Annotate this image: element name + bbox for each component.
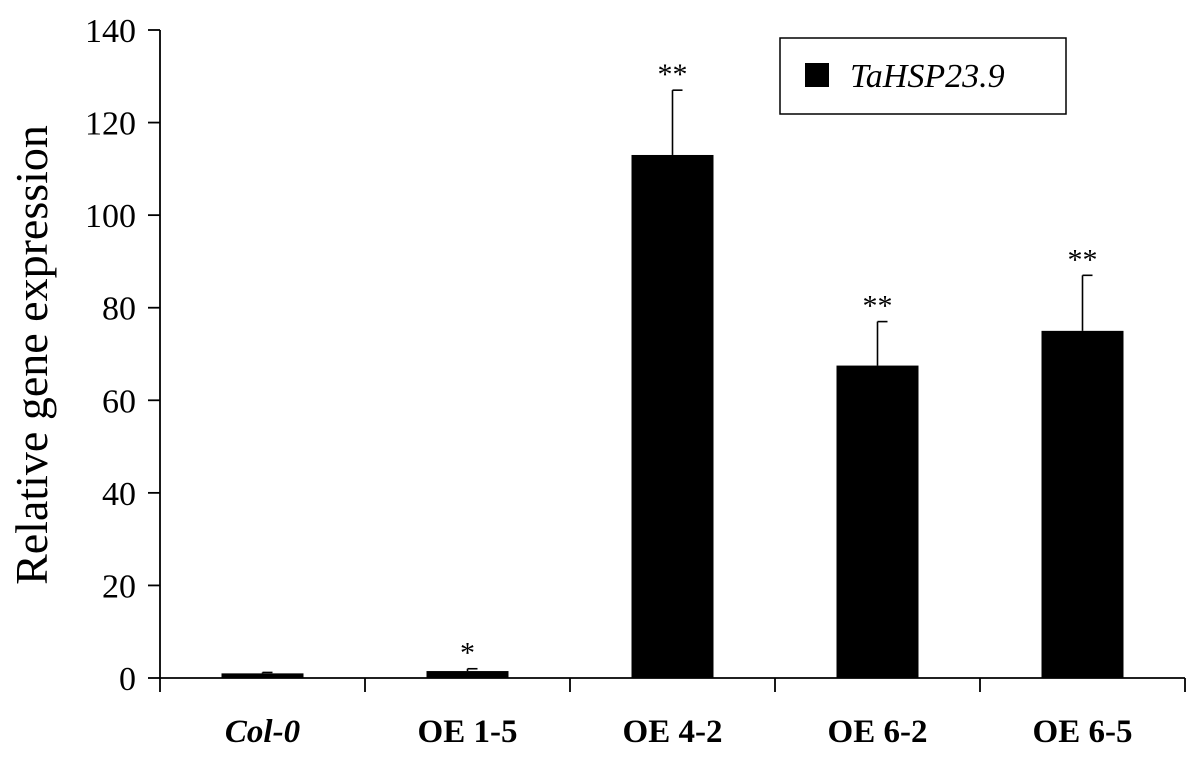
bar [1041,330,1124,678]
bar [836,365,919,678]
x-tick-label: OE 6-2 [828,714,928,750]
x-tick-label: OE 4-2 [623,714,723,750]
y-tick-label: 100 [85,198,136,235]
significance-label: ** [658,58,688,91]
bar [221,673,304,678]
significance-label: ** [1068,243,1098,276]
y-tick-label: 0 [119,661,136,698]
y-tick-label: 120 [85,106,136,143]
x-axis-ticks: Col-0 OE 1-5 OE 4-2 OE 6-2 OE 6-5 [159,678,1186,750]
y-tick-label: 140 [85,13,136,50]
y-tick-label: 60 [102,383,136,420]
y-tick-label: 80 [102,291,136,328]
bars: ******* [221,58,1124,678]
legend: TaHSP23.9 [779,37,1067,115]
y-axis-label: Relative gene expression [6,125,57,585]
legend-swatch [805,63,829,87]
significance-label: ** [863,290,893,323]
significance-label: * [460,637,475,670]
y-tick-label: 40 [102,476,136,513]
x-tick-label: OE 6-5 [1033,714,1133,750]
y-tick-label: 20 [102,568,136,605]
x-tick-label: Col-0 [225,714,300,750]
bar [426,671,509,678]
x-tick-label: OE 1-5 [418,714,518,750]
bar [631,154,714,678]
legend-label: TaHSP23.9 [850,58,1005,95]
y-axis-ticks: 0 20 40 60 80 100 120 140 [85,13,160,698]
